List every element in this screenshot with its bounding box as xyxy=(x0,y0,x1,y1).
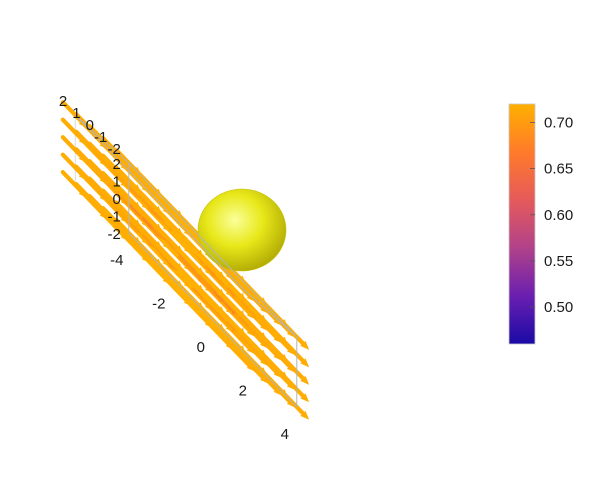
y-tick-label: 1 xyxy=(72,105,80,122)
x-tick-label: 0 xyxy=(197,339,205,356)
sphere-body xyxy=(197,188,287,272)
y-tick-label: 2 xyxy=(59,93,67,110)
x-tick-label: -2 xyxy=(152,296,165,313)
x-axis-ticks: -4 -2 0 2 4 xyxy=(110,252,289,443)
arrow-field xyxy=(60,100,310,420)
sphere xyxy=(197,188,287,272)
x-tick-label: 4 xyxy=(281,426,289,443)
z-tick-label: -2 xyxy=(107,226,120,243)
z-tick-label: 0 xyxy=(112,191,120,208)
colorbar-tick-label: 0.50 xyxy=(544,299,573,316)
box-edge xyxy=(128,162,298,338)
colorbar-tick-label: 0.65 xyxy=(544,161,573,178)
z-tick-label: -1 xyxy=(107,209,120,226)
box-edge xyxy=(242,288,298,338)
y-tick-label: -2 xyxy=(107,141,120,158)
box-edge xyxy=(74,114,244,290)
vector-arrow xyxy=(282,374,310,403)
colorbar-gradient xyxy=(508,103,536,345)
vector-arrow xyxy=(282,339,310,368)
x-tick-label: -4 xyxy=(110,252,123,269)
z-tick-label: 2 xyxy=(112,156,120,173)
y-tick-label: -1 xyxy=(94,129,107,146)
colorbar: 0.50 0.55 0.60 0.65 0.70 xyxy=(508,103,573,345)
colorbar-tick-label: 0.70 xyxy=(544,114,573,131)
vector-arrow xyxy=(282,357,310,385)
colorbar-tick-label: 0.55 xyxy=(544,253,573,270)
y-tick-label: 0 xyxy=(86,117,94,134)
box-edge xyxy=(74,114,130,164)
colorbar-tick-label: 0.60 xyxy=(544,207,573,224)
bounding-box-front xyxy=(74,114,298,408)
z-tick-label: 1 xyxy=(112,174,120,191)
x-tick-label: 2 xyxy=(239,383,247,400)
box-edge xyxy=(128,232,298,408)
